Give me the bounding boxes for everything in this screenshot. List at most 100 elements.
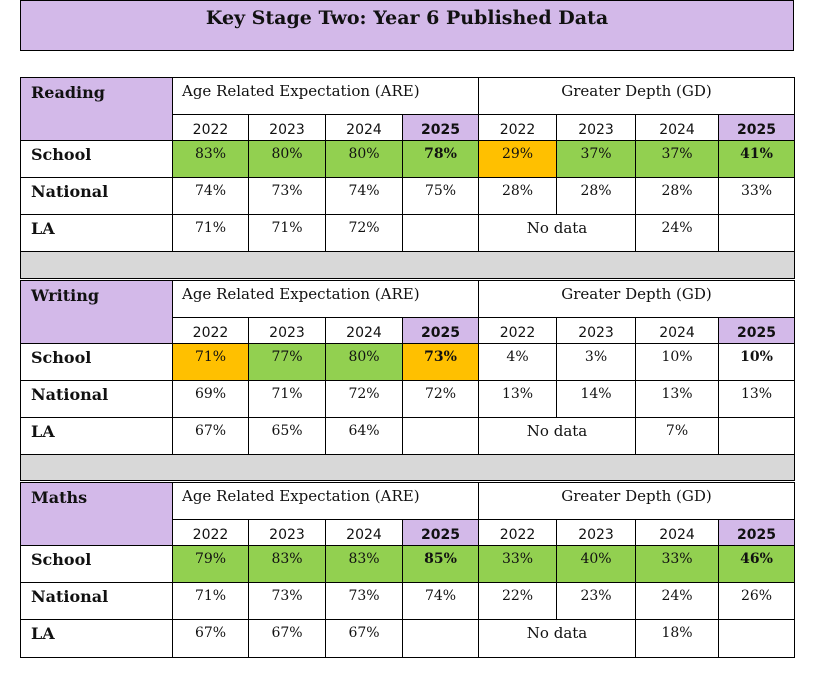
year-header: 2023 bbox=[556, 519, 637, 546]
la-gd-cell: 24% bbox=[635, 214, 720, 252]
school-are-cell: 83% bbox=[325, 545, 403, 583]
national-are-cell: 73% bbox=[325, 582, 403, 620]
year-header: 2024 bbox=[325, 519, 403, 546]
school-are-cell: 83% bbox=[172, 140, 249, 178]
national-gd-cell: 14% bbox=[556, 380, 637, 418]
la-are-cell: 72% bbox=[325, 214, 403, 252]
row-label-school: School bbox=[20, 140, 173, 178]
year-header: 2024 bbox=[635, 114, 720, 141]
la-gd-cell bbox=[718, 417, 796, 455]
year-header-current: 2025 bbox=[401, 114, 480, 141]
national-gd-cell: 13% bbox=[478, 380, 558, 418]
subject-label: Writing bbox=[20, 280, 173, 344]
national-gd-cell: 26% bbox=[718, 582, 796, 620]
school-gd-cell: 33% bbox=[478, 545, 558, 583]
year-header: 2022 bbox=[478, 519, 558, 546]
are-header: Age Related Expectation (ARE) bbox=[171, 280, 480, 318]
subject-label: Maths bbox=[20, 482, 173, 546]
school-gd-cell: 10% bbox=[635, 343, 720, 381]
national-are-cell: 73% bbox=[248, 582, 326, 620]
row-label-la: LA bbox=[20, 417, 173, 455]
year-header-current: 2025 bbox=[718, 519, 796, 546]
la-are-cell: 67% bbox=[248, 619, 326, 658]
school-gd-cell: 4% bbox=[478, 343, 558, 381]
row-label-national: National bbox=[20, 380, 173, 418]
la-are-cell: 71% bbox=[248, 214, 326, 252]
year-header: 2023 bbox=[556, 114, 637, 141]
row-label-school: School bbox=[20, 545, 173, 583]
year-header: 2023 bbox=[556, 317, 637, 344]
national-are-cell: 73% bbox=[248, 177, 326, 215]
gd-header: Greater Depth (GD) bbox=[478, 482, 796, 520]
la-gd-cell bbox=[718, 619, 796, 658]
national-gd-cell: 22% bbox=[478, 582, 558, 620]
row-label-national: National bbox=[20, 177, 173, 215]
school-gd-cell: 46% bbox=[718, 545, 796, 583]
reading-table: Reading Age Related Expectation (ARE) Gr… bbox=[19, 77, 796, 279]
la-are-cell: 67% bbox=[325, 619, 403, 658]
la-gd-cell: 7% bbox=[635, 417, 720, 455]
school-gd-cell: 37% bbox=[635, 140, 720, 178]
la-are-cell bbox=[401, 214, 480, 252]
year-header: 2024 bbox=[635, 519, 720, 546]
national-gd-cell: 23% bbox=[556, 582, 637, 620]
school-are-cell: 71% bbox=[172, 343, 249, 381]
national-are-cell: 72% bbox=[401, 380, 480, 418]
la-are-cell bbox=[401, 417, 480, 455]
school-are-cell: 80% bbox=[325, 140, 403, 178]
year-header: 2022 bbox=[172, 317, 249, 344]
row-label-national: National bbox=[20, 582, 173, 620]
national-gd-cell: 28% bbox=[478, 177, 558, 215]
school-are-cell: 78% bbox=[401, 140, 480, 178]
national-gd-cell: 13% bbox=[635, 380, 720, 418]
national-are-cell: 75% bbox=[401, 177, 480, 215]
la-gd-cell: 18% bbox=[635, 619, 720, 658]
year-header: 2022 bbox=[172, 519, 249, 546]
school-gd-cell: 3% bbox=[556, 343, 637, 381]
la-are-cell bbox=[401, 619, 480, 658]
national-are-cell: 71% bbox=[172, 582, 249, 620]
school-are-cell: 80% bbox=[325, 343, 403, 381]
school-gd-cell: 10% bbox=[718, 343, 796, 381]
la-are-cell: 65% bbox=[248, 417, 326, 455]
la-are-cell: 71% bbox=[172, 214, 249, 252]
year-header-current: 2025 bbox=[401, 519, 480, 546]
national-are-cell: 72% bbox=[325, 380, 403, 418]
la-are-cell: 64% bbox=[325, 417, 403, 455]
year-header-current: 2025 bbox=[718, 114, 796, 141]
school-are-cell: 73% bbox=[401, 343, 480, 381]
la-gd-no-data: No data bbox=[478, 214, 637, 252]
are-header: Age Related Expectation (ARE) bbox=[171, 77, 480, 115]
la-are-cell: 67% bbox=[172, 417, 249, 455]
national-gd-cell: 13% bbox=[718, 380, 796, 418]
maths-table: Maths Age Related Expectation (ARE) Grea… bbox=[20, 482, 796, 658]
year-header: 2024 bbox=[325, 114, 403, 141]
year-header: 2023 bbox=[248, 114, 326, 141]
school-are-cell: 80% bbox=[248, 140, 326, 178]
year-header-current: 2025 bbox=[401, 317, 480, 344]
national-are-cell: 74% bbox=[172, 177, 249, 215]
year-header: 2022 bbox=[478, 317, 558, 344]
gd-header: Greater Depth (GD) bbox=[478, 280, 796, 318]
page-title-banner: Key Stage Two: Year 6 Published Data bbox=[20, 0, 794, 51]
school-are-cell: 83% bbox=[248, 545, 326, 583]
national-gd-cell: 33% bbox=[718, 177, 796, 215]
gd-header: Greater Depth (GD) bbox=[478, 77, 796, 115]
section-divider bbox=[19, 454, 796, 481]
year-header: 2024 bbox=[325, 317, 403, 344]
school-gd-cell: 41% bbox=[718, 140, 796, 178]
national-are-cell: 71% bbox=[248, 380, 326, 418]
school-gd-cell: 33% bbox=[635, 545, 720, 583]
national-are-cell: 74% bbox=[325, 177, 403, 215]
year-header: 2024 bbox=[635, 317, 720, 344]
school-are-cell: 77% bbox=[248, 343, 326, 381]
la-gd-no-data: No data bbox=[478, 619, 637, 658]
national-gd-cell: 28% bbox=[635, 177, 720, 215]
page-title: Key Stage Two: Year 6 Published Data bbox=[205, 7, 609, 29]
national-are-cell: 69% bbox=[172, 380, 249, 418]
national-gd-cell: 28% bbox=[556, 177, 637, 215]
are-header: Age Related Expectation (ARE) bbox=[171, 482, 480, 520]
national-are-cell: 74% bbox=[401, 582, 480, 620]
row-label-la: LA bbox=[20, 619, 173, 658]
row-label-la: LA bbox=[20, 214, 173, 252]
